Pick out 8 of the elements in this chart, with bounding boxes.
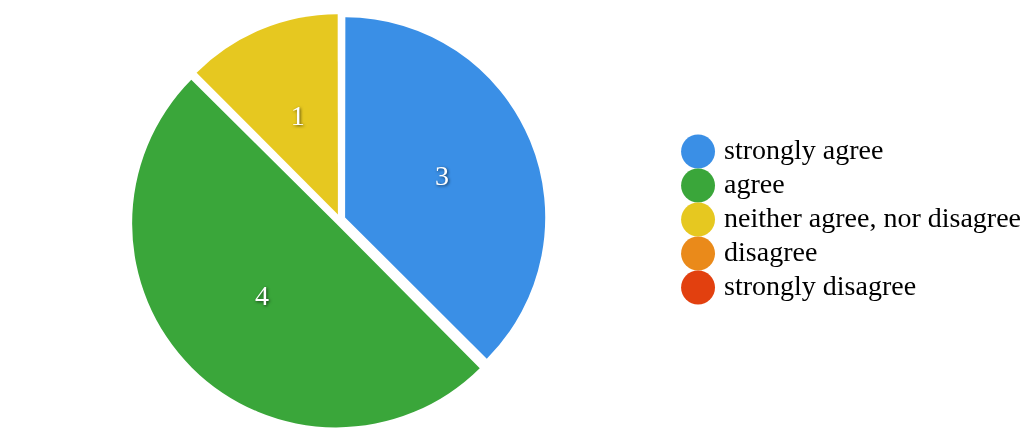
data-label: 4: [255, 279, 270, 311]
data-label: 3: [434, 159, 449, 191]
legend-label: disagree: [724, 235, 818, 267]
legend-label: neither agree, nor disagree: [724, 201, 1021, 233]
legend-label: strongly agree: [724, 133, 884, 165]
data-label: 1: [290, 100, 305, 131]
legend-label: strongly disagree: [724, 269, 917, 301]
legend-label: agree: [724, 167, 785, 199]
